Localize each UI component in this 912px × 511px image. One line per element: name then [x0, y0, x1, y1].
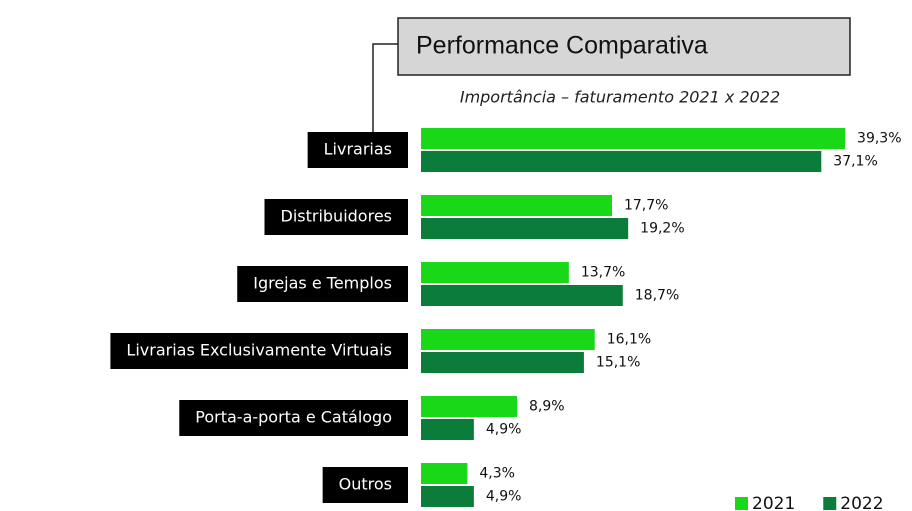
bar	[421, 195, 612, 216]
value-label: 17,7%	[624, 198, 668, 214]
bar	[421, 329, 595, 350]
category-label: Livrarias	[324, 140, 392, 159]
value-label: 19,2%	[640, 221, 684, 237]
value-label: 4,3%	[479, 466, 515, 482]
value-label: 8,9%	[529, 399, 565, 415]
category-label: Distribuidores	[281, 207, 393, 226]
value-label: 18,7%	[635, 288, 679, 304]
category-box	[264, 199, 408, 235]
category-box	[322, 467, 408, 503]
bar	[421, 285, 623, 306]
connector-line	[372, 43, 398, 135]
bar	[421, 128, 846, 149]
bar	[421, 262, 569, 283]
value-label: 4,9%	[486, 422, 522, 438]
legend-swatch	[735, 497, 748, 510]
value-label: 15,1%	[596, 355, 640, 371]
bar	[421, 151, 822, 172]
chart-title: Performance Comparativa	[416, 32, 708, 60]
value-label: 39,3%	[857, 131, 901, 147]
bar	[421, 352, 584, 373]
bar	[421, 419, 474, 440]
category-box	[307, 132, 408, 168]
category-box	[179, 400, 408, 436]
legend-label: 2021	[752, 494, 795, 511]
chart-subtitle: Importância – faturamento 2021 x 2022	[460, 88, 780, 107]
category-box	[110, 333, 408, 369]
bar	[421, 218, 629, 239]
value-label: 37,1%	[833, 154, 877, 170]
value-label: 4,9%	[486, 489, 522, 505]
value-label: 13,7%	[581, 265, 625, 281]
category-label: Igrejas e Templos	[253, 274, 392, 293]
title-box	[397, 17, 851, 76]
legend-label: 2022	[840, 494, 883, 511]
category-label: Outros	[339, 475, 392, 494]
bar	[421, 486, 474, 507]
legend-swatch	[823, 497, 837, 510]
category-label: Livrarias Exclusivamente Virtuais	[126, 341, 392, 360]
category-label: Porta-a-porta e Catálogo	[195, 408, 392, 427]
category-box	[237, 266, 408, 302]
bar	[421, 463, 468, 484]
bar	[421, 396, 518, 417]
value-label: 16,1%	[607, 332, 651, 348]
